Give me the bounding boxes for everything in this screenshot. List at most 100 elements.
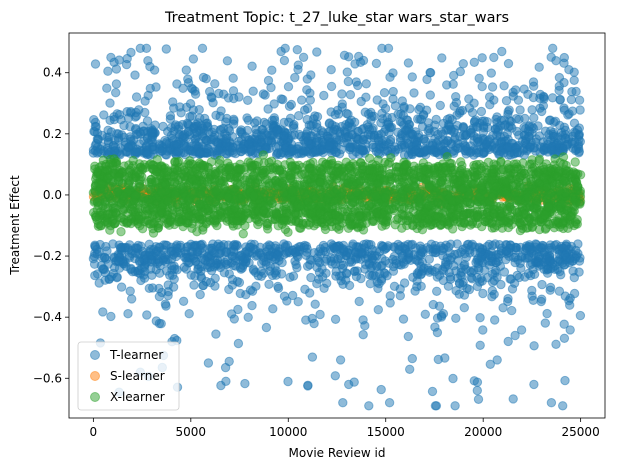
data-point-t-learner bbox=[187, 247, 198, 257]
data-point-t-learner bbox=[184, 309, 194, 319]
data-point-t-learner bbox=[331, 266, 341, 277]
data-point-t-learner bbox=[105, 98, 115, 108]
data-point-t-learner bbox=[407, 353, 417, 364]
data-point-t-learner bbox=[571, 86, 581, 97]
data-point-t-learner bbox=[365, 279, 375, 289]
data-point-t-learner bbox=[515, 105, 525, 115]
data-point-t-learner bbox=[409, 88, 419, 98]
data-point-t-learner bbox=[456, 247, 466, 257]
data-point-x-learner bbox=[397, 223, 407, 233]
data-point-t-learner bbox=[493, 256, 503, 266]
data-point-t-learner bbox=[335, 355, 346, 365]
data-point-t-learner bbox=[251, 124, 261, 135]
data-point-t-learner bbox=[106, 311, 116, 322]
data-point-t-learner bbox=[343, 76, 353, 87]
data-point-t-learner bbox=[356, 248, 366, 258]
data-point-t-learner bbox=[472, 281, 483, 292]
data-point-t-learner bbox=[542, 308, 552, 319]
data-point-t-learner bbox=[120, 243, 130, 253]
data-point-t-learner bbox=[388, 94, 398, 104]
data-point-t-learner bbox=[284, 117, 294, 127]
data-point-t-learner bbox=[499, 81, 509, 91]
data-point-t-learner bbox=[490, 315, 500, 325]
data-point-t-learner bbox=[359, 239, 369, 250]
data-point-t-learner bbox=[125, 286, 135, 296]
data-point-t-learner bbox=[178, 83, 188, 94]
data-point-t-learner bbox=[187, 111, 197, 121]
data-point-t-learner bbox=[126, 263, 136, 274]
data-point-t-learner bbox=[435, 100, 445, 111]
data-point-t-learner bbox=[428, 299, 438, 310]
data-point-x-learner bbox=[170, 157, 180, 167]
data-point-t-learner bbox=[312, 112, 323, 122]
data-point-t-learner bbox=[324, 118, 335, 128]
data-point-x-learner bbox=[558, 152, 569, 162]
data-point-t-learner bbox=[516, 325, 527, 335]
data-point-t-learner bbox=[302, 74, 312, 84]
data-point-t-learner bbox=[152, 251, 163, 261]
data-point-t-learner bbox=[469, 376, 479, 386]
data-point-t-learner bbox=[292, 263, 302, 273]
data-point-t-learner bbox=[554, 85, 564, 96]
data-point-t-learner bbox=[462, 283, 472, 294]
data-point-t-learner bbox=[122, 53, 132, 64]
data-point-t-learner bbox=[305, 255, 315, 265]
data-point-t-learner bbox=[487, 269, 498, 279]
data-point-x-learner bbox=[116, 227, 126, 237]
data-point-t-learner bbox=[489, 52, 499, 63]
data-point-t-learner bbox=[273, 281, 283, 292]
data-point-t-learner bbox=[448, 79, 458, 89]
data-point-t-learner bbox=[210, 281, 220, 291]
data-point-t-learner bbox=[416, 261, 426, 272]
data-point-t-learner bbox=[399, 278, 410, 288]
data-point-t-learner bbox=[551, 56, 561, 66]
data-point-t-learner bbox=[148, 283, 158, 293]
data-point-t-learner bbox=[342, 67, 352, 77]
data-point-t-learner bbox=[283, 82, 294, 92]
data-point-t-learner bbox=[508, 394, 518, 404]
data-point-t-learner bbox=[487, 82, 498, 92]
data-point-t-learner bbox=[233, 338, 244, 349]
data-point-t-learner bbox=[183, 74, 193, 84]
data-point-t-learner bbox=[298, 52, 309, 62]
data-point-t-learner bbox=[409, 250, 419, 260]
data-point-t-learner bbox=[503, 336, 513, 347]
data-point-t-learner bbox=[341, 120, 351, 130]
data-point-t-learner bbox=[410, 137, 420, 148]
data-point-t-learner bbox=[437, 53, 447, 63]
data-point-x-learner bbox=[174, 217, 184, 227]
data-point-t-learner bbox=[384, 398, 395, 408]
data-point-x-learner bbox=[442, 152, 452, 162]
data-point-t-learner bbox=[247, 61, 257, 71]
data-point-t-learner bbox=[288, 271, 299, 281]
data-point-t-learner bbox=[356, 96, 366, 107]
data-point-t-learner bbox=[369, 132, 379, 143]
data-point-t-learner bbox=[554, 72, 565, 83]
data-point-t-learner bbox=[575, 310, 586, 321]
data-point-t-learner bbox=[265, 261, 275, 272]
data-point-t-learner bbox=[569, 118, 580, 128]
data-point-t-learner bbox=[181, 253, 191, 263]
data-point-t-learner bbox=[559, 319, 569, 329]
data-point-t-learner bbox=[369, 111, 379, 122]
data-point-t-learner bbox=[402, 125, 412, 136]
data-point-t-learner bbox=[354, 149, 364, 160]
data-point-t-learner bbox=[452, 273, 463, 283]
data-point-t-learner bbox=[210, 273, 220, 283]
data-point-t-learner bbox=[506, 274, 516, 284]
data-point-t-learner bbox=[399, 103, 409, 113]
data-point-t-learner bbox=[272, 126, 282, 136]
data-point-t-learner bbox=[574, 95, 585, 105]
data-point-t-learner bbox=[381, 136, 391, 147]
data-point-t-learner bbox=[304, 120, 314, 130]
data-point-t-learner bbox=[259, 268, 269, 278]
data-point-t-learner bbox=[207, 245, 218, 256]
data-point-t-learner bbox=[383, 117, 394, 128]
data-point-t-learner bbox=[458, 59, 468, 69]
data-point-t-learner bbox=[326, 65, 336, 75]
data-point-t-learner bbox=[507, 284, 518, 294]
data-point-t-learner bbox=[364, 124, 375, 135]
data-point-t-learner bbox=[335, 127, 345, 137]
data-point-t-learner bbox=[233, 304, 243, 315]
data-point-t-learner bbox=[512, 126, 522, 137]
